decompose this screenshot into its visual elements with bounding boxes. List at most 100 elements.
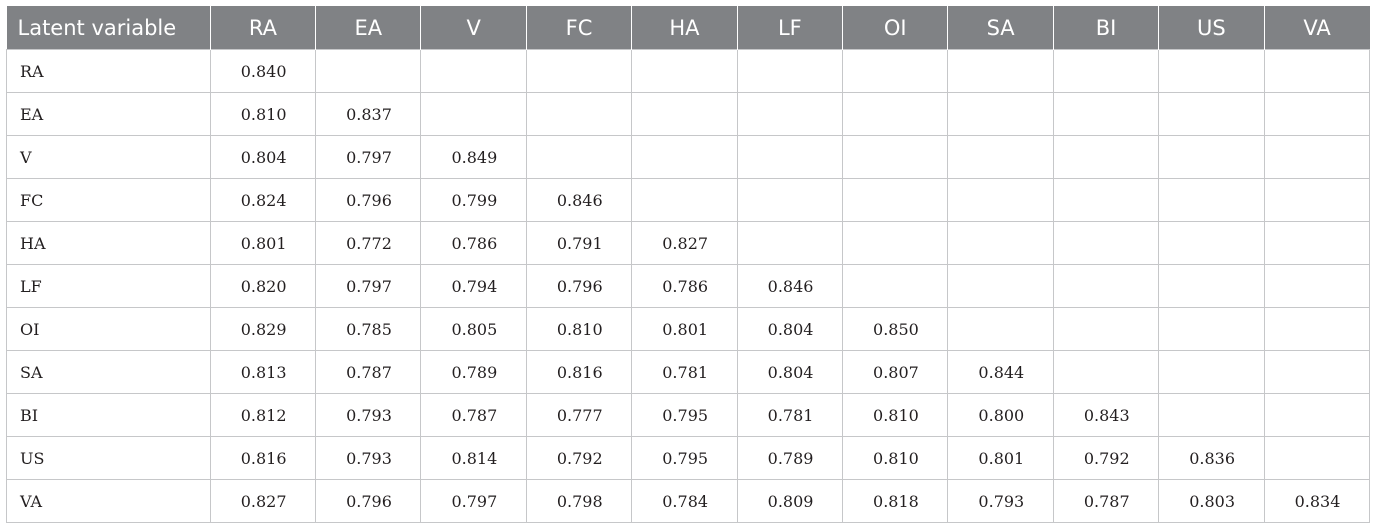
table-cell xyxy=(1263,135,1371,179)
column-header-us: US xyxy=(1158,6,1265,50)
table-row: LF 0.820 0.797 0.794 0.796 0.786 0.846 xyxy=(6,264,1371,308)
table-cell xyxy=(842,178,949,222)
table-cell xyxy=(1158,264,1265,308)
column-header-bi: BI xyxy=(1052,6,1159,50)
row-label-va: VA xyxy=(6,479,211,523)
table-cell: 0.816 xyxy=(209,436,317,480)
table-cell xyxy=(631,49,738,93)
table-cell: 0.837 xyxy=(315,92,422,136)
table-cell xyxy=(1263,307,1371,351)
column-header-ha: HA xyxy=(631,6,738,50)
table-cell xyxy=(1052,264,1160,308)
table-cell xyxy=(1052,307,1160,351)
table-cell xyxy=(947,135,1054,179)
table-cell: 0.794 xyxy=(420,264,527,308)
table-cell xyxy=(842,264,949,308)
column-header-ra: RA xyxy=(209,6,316,50)
table-cell: 0.777 xyxy=(525,393,633,437)
correlation-table: Latent variable RA EA V FC HA LF OI SA BI US VA RA… xyxy=(6,6,1371,523)
table-cell: 0.793 xyxy=(315,436,422,480)
table-cell: 0.786 xyxy=(631,264,738,308)
table-cell: 0.787 xyxy=(315,350,422,394)
table-cell: 0.834 xyxy=(1263,479,1371,523)
table-cell: 0.844 xyxy=(947,350,1054,394)
table-cell: 0.840 xyxy=(209,49,317,93)
table-cell xyxy=(1052,178,1160,222)
table-cell: 0.793 xyxy=(947,479,1054,523)
table-cell: 0.793 xyxy=(315,393,422,437)
table-cell: 0.810 xyxy=(842,436,949,480)
correlation-table-container: Latent variable RA EA V FC HA LF OI SA BI US VA RA… xyxy=(6,6,1371,523)
table-cell xyxy=(736,178,844,222)
row-label-fc: FC xyxy=(6,178,211,222)
table-header: Latent variable RA EA V FC HA LF OI SA BI US VA xyxy=(6,6,1370,50)
table-cell: 0.843 xyxy=(1052,393,1160,437)
table-cell: 0.818 xyxy=(842,479,949,523)
table-cell xyxy=(1158,393,1265,437)
table-cell: 0.804 xyxy=(736,307,844,351)
table-cell: 0.813 xyxy=(209,350,317,394)
table-cell: 0.781 xyxy=(736,393,844,437)
table-cell xyxy=(631,178,738,222)
table-row: VA 0.827 0.796 0.797 0.798 0.784 0.809 0.818 0.7… xyxy=(6,479,1371,523)
table-body: RA 0.840 EA 0.810 0.837 V 0.804 0.797 0.849 FC 0.8… xyxy=(6,49,1371,523)
table-cell xyxy=(1263,92,1371,136)
table-cell xyxy=(525,49,633,93)
table-row: SA 0.813 0.787 0.789 0.816 0.781 0.804 0.807 0.8… xyxy=(6,350,1371,394)
table-row: FC 0.824 0.796 0.799 0.846 xyxy=(6,178,1371,222)
row-label-ha: HA xyxy=(6,221,211,265)
table-cell: 0.795 xyxy=(631,436,738,480)
table-cell: 0.807 xyxy=(842,350,949,394)
table-cell xyxy=(842,221,949,265)
table-cell xyxy=(1263,436,1371,480)
table-cell: 0.789 xyxy=(736,436,844,480)
table-cell: 0.797 xyxy=(315,135,422,179)
table-cell: 0.787 xyxy=(420,393,527,437)
table-cell xyxy=(736,221,844,265)
table-cell xyxy=(736,92,844,136)
table-cell: 0.805 xyxy=(420,307,527,351)
table-cell xyxy=(842,49,949,93)
table-cell: 0.816 xyxy=(525,350,633,394)
table-cell: 0.850 xyxy=(842,307,949,351)
table-cell xyxy=(947,264,1054,308)
table-cell: 0.785 xyxy=(315,307,422,351)
table-cell xyxy=(1158,178,1265,222)
table-cell: 0.803 xyxy=(1158,479,1265,523)
table-cell xyxy=(1158,221,1265,265)
table-cell xyxy=(1263,393,1371,437)
row-label-ra: RA xyxy=(6,49,211,93)
table-cell: 0.820 xyxy=(209,264,317,308)
table-cell: 0.827 xyxy=(209,479,317,523)
table-cell: 0.801 xyxy=(209,221,317,265)
table-cell: 0.846 xyxy=(736,264,844,308)
table-cell xyxy=(525,135,633,179)
table-row: OI 0.829 0.785 0.805 0.810 0.801 0.804 0.850 xyxy=(6,307,1371,351)
table-cell xyxy=(1158,49,1265,93)
table-cell xyxy=(1158,92,1265,136)
table-row: RA 0.840 xyxy=(6,49,1371,93)
table-cell: 0.824 xyxy=(209,178,317,222)
table-cell xyxy=(525,92,633,136)
table-cell xyxy=(842,92,949,136)
header-row: Latent variable RA EA V FC HA LF OI SA BI US VA xyxy=(6,6,1370,50)
table-cell xyxy=(736,49,844,93)
table-cell xyxy=(947,92,1054,136)
row-label-sa: SA xyxy=(6,350,211,394)
table-cell: 0.836 xyxy=(1158,436,1265,480)
row-label-bi: BI xyxy=(6,393,211,437)
table-cell xyxy=(1263,350,1371,394)
table-cell: 0.787 xyxy=(1052,479,1160,523)
table-cell: 0.786 xyxy=(420,221,527,265)
table-cell: 0.814 xyxy=(420,436,527,480)
table-cell: 0.796 xyxy=(315,479,422,523)
table-cell: 0.781 xyxy=(631,350,738,394)
table-cell: 0.792 xyxy=(525,436,633,480)
table-cell: 0.796 xyxy=(315,178,422,222)
header-latent-variable: Latent variable xyxy=(6,6,211,50)
column-header-v: V xyxy=(420,6,527,50)
table-cell: 0.784 xyxy=(631,479,738,523)
table-cell: 0.792 xyxy=(1052,436,1160,480)
table-cell: 0.801 xyxy=(631,307,738,351)
table-cell xyxy=(1263,264,1371,308)
